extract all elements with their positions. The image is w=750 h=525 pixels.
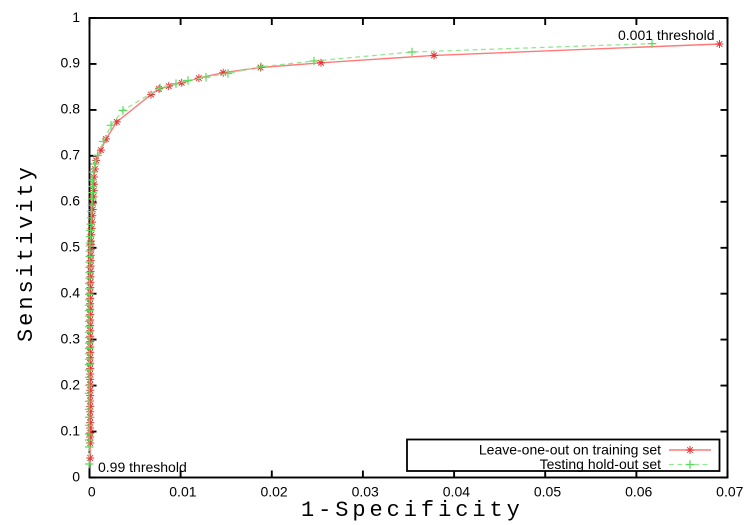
svg-text:0.9: 0.9 xyxy=(61,55,81,71)
svg-text:0.2: 0.2 xyxy=(61,376,81,392)
svg-text:0.001 threshold: 0.001 threshold xyxy=(618,27,715,43)
svg-text:0: 0 xyxy=(88,484,96,500)
svg-text:0.4: 0.4 xyxy=(61,285,81,301)
svg-text:0.5: 0.5 xyxy=(61,239,81,255)
svg-text:0: 0 xyxy=(72,468,80,484)
svg-text:Leave-one-out on training set: Leave-one-out on training set xyxy=(479,442,661,458)
svg-text:0.8: 0.8 xyxy=(61,101,81,117)
svg-text:Testing hold-out set: Testing hold-out set xyxy=(540,456,662,472)
svg-text:0.3: 0.3 xyxy=(61,330,81,346)
svg-text:0.02: 0.02 xyxy=(260,484,287,500)
svg-text:0.7: 0.7 xyxy=(61,147,81,163)
svg-text:0.6: 0.6 xyxy=(61,193,81,209)
svg-text:1-Specificity: 1-Specificity xyxy=(301,498,523,523)
svg-text:0.1: 0.1 xyxy=(61,422,81,438)
svg-text:0.06: 0.06 xyxy=(625,484,652,500)
svg-text:0.05: 0.05 xyxy=(534,484,561,500)
svg-text:0.07: 0.07 xyxy=(716,484,743,500)
svg-text:0.01: 0.01 xyxy=(169,484,196,500)
svg-text:0.03: 0.03 xyxy=(352,484,379,500)
svg-text:Sensitivity: Sensitivity xyxy=(14,164,39,342)
svg-text:0.04: 0.04 xyxy=(443,484,470,500)
svg-text:1: 1 xyxy=(72,9,80,25)
svg-text:0.99 threshold: 0.99 threshold xyxy=(98,459,187,475)
